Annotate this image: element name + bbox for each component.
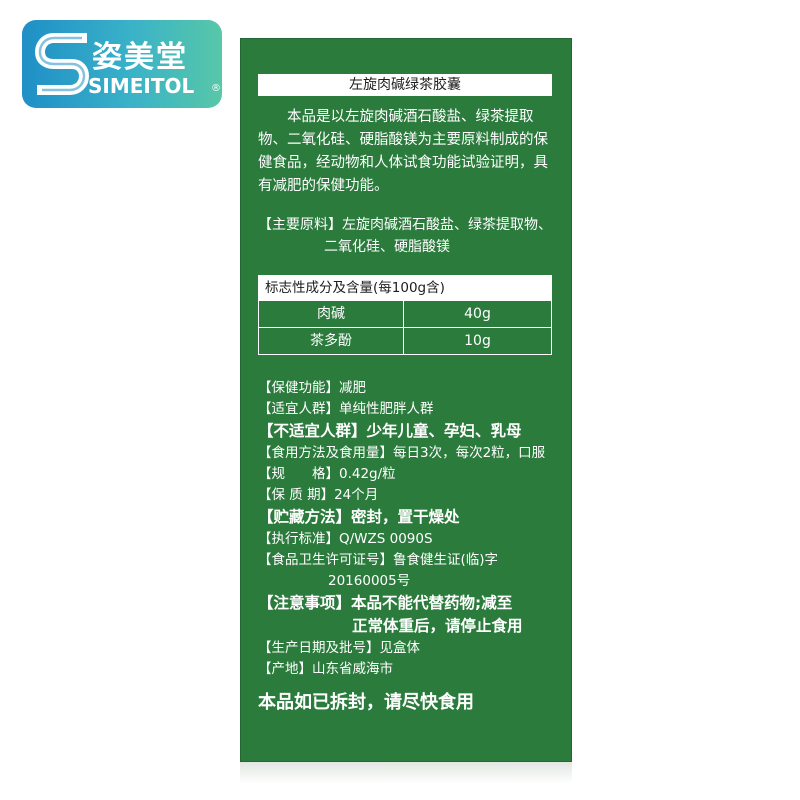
ingredients: 【主要原料】左旋肉碱酒石酸盐、绿茶提取物、 二氧化硅、硬脂酸镁 bbox=[258, 214, 554, 258]
spec-shelf-life: 【保 质 期】24个月 bbox=[258, 487, 379, 503]
table-header: 标志性成分及含量(每100g含) bbox=[259, 276, 551, 300]
table-row: 茶多酚 10g bbox=[259, 327, 551, 354]
spec-unsuitable: 【不适宜人群】少年儿童、孕妇、乳母 bbox=[258, 422, 522, 440]
spec-notice-2: 正常体重后，请停止食用 bbox=[352, 617, 523, 635]
table-row: 肉碱 40g bbox=[259, 300, 551, 327]
intro-text: 本品是以左旋肉碱酒石酸盐、绿茶提取物、二氧化硅、硬脂酸镁为主要原料制成的保健食品… bbox=[258, 109, 548, 194]
spec-license-2: 20160005号 bbox=[328, 573, 411, 589]
spec-standard: 【执行标准】Q/WZS 0090S bbox=[258, 531, 433, 547]
footer-notice: 本品如已拆封，请尽快食用 bbox=[258, 692, 474, 713]
product-title: 左旋肉碱绿茶胶囊 bbox=[258, 74, 552, 96]
product-intro: 本品是以左旋肉碱酒石酸盐、绿茶提取物、二氧化硅、硬脂酸镁为主要原料制成的保健食品… bbox=[258, 106, 554, 198]
product-box-side: 左旋肉碱绿茶胶囊 本品是以左旋肉碱酒石酸盐、绿茶提取物、二氧化硅、硬脂酸镁为主要… bbox=[240, 38, 572, 762]
spec-suitable: 【适宜人群】单纯性肥胖人群 bbox=[258, 401, 434, 417]
brand-logo: 姿美堂 SIMEITOL ® bbox=[22, 20, 222, 108]
spec-origin: 【产地】山东省威海市 bbox=[258, 661, 393, 677]
spec-storage: 【贮藏方法】密封，置干燥处 bbox=[258, 508, 460, 526]
box-reflection bbox=[240, 762, 572, 784]
brand-name-cn: 姿美堂 bbox=[92, 40, 188, 75]
spec-size: 【规 格】0.42g/粒 bbox=[258, 466, 396, 482]
spec-function: 【保健功能】减肥 bbox=[258, 380, 366, 396]
spec-notice-1: 【注意事项】本品不能代替药物;减至 bbox=[258, 594, 513, 612]
registered-mark: ® bbox=[211, 83, 221, 94]
table-cell-name: 茶多酚 bbox=[259, 328, 404, 354]
spec-batch: 【生产日期及批号】见盒体 bbox=[258, 640, 420, 656]
ingredients-line-1: 【主要原料】左旋肉碱酒石酸盐、绿茶提取物、 bbox=[258, 217, 552, 233]
ingredients-line-2: 二氧化硅、硬脂酸镁 bbox=[324, 239, 450, 255]
s-logo-icon bbox=[34, 33, 90, 95]
spec-license-1: 【食品卫生许可证号】鲁食健生证(临)字 bbox=[258, 552, 499, 568]
table-cell-value: 40g bbox=[464, 306, 491, 322]
spec-usage: 【食用方法及食用量】每日3次，每次2粒，口服 bbox=[258, 445, 546, 461]
table-cell-value: 10g bbox=[464, 333, 491, 349]
spec-list: 【保健功能】减肥 【适宜人群】单纯性肥胖人群 【不适宜人群】少年儿童、孕妇、乳母… bbox=[258, 378, 558, 680]
brand-name-en: SIMEITOL bbox=[88, 74, 195, 98]
table-cell-name: 肉碱 bbox=[259, 301, 404, 327]
ingredient-table: 标志性成分及含量(每100g含) 肉碱 40g 茶多酚 10g bbox=[258, 275, 552, 355]
